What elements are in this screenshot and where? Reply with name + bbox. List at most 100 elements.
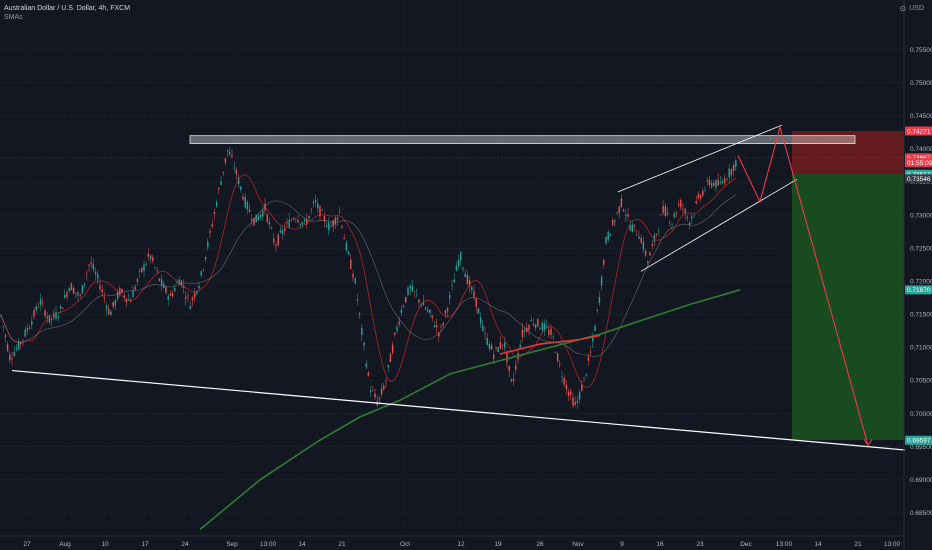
candle-body — [147, 253, 150, 257]
candle-body — [136, 279, 139, 282]
candle-body — [68, 288, 70, 292]
candle-body — [537, 319, 539, 327]
candle-body — [416, 294, 418, 296]
candle-body — [572, 397, 574, 406]
symbol-title[interactable]: Australian Dollar / U.S. Dollar, 4h, FXC… — [4, 5, 131, 12]
candle-body — [259, 214, 262, 217]
candle-body — [26, 328, 29, 331]
candle-body — [257, 216, 260, 221]
candle-body — [438, 332, 440, 337]
drawn-trendlines[interactable] — [11, 124, 906, 451]
candle-body — [600, 276, 603, 286]
candle-body — [149, 255, 152, 259]
indicator-label[interactable]: SMAs — [4, 14, 23, 21]
time-tick-label: 13:00 — [260, 541, 277, 548]
sma-200-line — [199, 289, 741, 531]
candle-body — [286, 222, 288, 224]
candle-body — [702, 190, 704, 196]
candle-body — [578, 391, 581, 400]
candle-body — [33, 310, 35, 317]
candle-body — [314, 200, 317, 203]
candle-body — [638, 236, 640, 239]
candle-body — [559, 363, 561, 365]
candle-body — [609, 233, 612, 236]
time-tick-label: 9 — [620, 541, 624, 548]
time-axis[interactable]: 27 Aug 10 17 24 Sep 13:00 14 21 Oct 12 19 26 Nov 9 16 23… — [0, 535, 904, 548]
candle-body — [44, 310, 46, 317]
candle-body — [156, 270, 158, 272]
candle-body — [411, 285, 414, 292]
candle-body — [330, 226, 332, 227]
candle-body — [380, 388, 383, 395]
candle-body — [574, 402, 576, 405]
time-tick-label: Nov — [572, 541, 584, 548]
candle-body — [178, 279, 180, 285]
candle-body — [576, 400, 579, 403]
candle-body — [528, 325, 530, 331]
candle-body — [429, 309, 431, 313]
candle-body — [134, 286, 136, 290]
candle-body — [288, 219, 290, 228]
candle-body — [695, 200, 697, 204]
candle-body — [61, 307, 64, 310]
candle-body — [497, 347, 499, 353]
candle-body — [563, 377, 565, 385]
candle-body — [499, 342, 502, 349]
candle-body — [248, 209, 251, 213]
candle-body — [209, 230, 211, 234]
lock-icon[interactable]: ⊙ — [899, 4, 907, 13]
candle-body — [647, 260, 649, 263]
projection-path — [737, 125, 869, 446]
candle-body — [464, 273, 466, 278]
candle-body — [218, 188, 220, 190]
candle-body — [202, 269, 205, 270]
chart-legend: Australian Dollar / U.S. Dollar, 4h, FXC… — [4, 4, 130, 22]
candle-body — [24, 329, 26, 337]
candle-body — [297, 219, 299, 223]
candle-body — [240, 186, 242, 190]
candle-body — [523, 330, 526, 332]
candle-body — [596, 309, 598, 311]
candle-body — [625, 215, 627, 217]
candle-body — [116, 292, 119, 299]
candle-body — [317, 203, 319, 209]
channel-lower-line — [640, 178, 798, 272]
candle-body — [561, 376, 563, 378]
candle-body — [534, 324, 537, 329]
candle-body — [367, 372, 370, 376]
candle-body — [266, 214, 268, 222]
candle-body — [114, 300, 117, 306]
candle-body — [677, 203, 680, 206]
candle-body — [413, 291, 416, 293]
time-tick-label: 24 — [181, 541, 189, 548]
candle-body — [697, 194, 700, 198]
candle-body — [704, 189, 706, 191]
candle-body — [46, 316, 48, 319]
candle-body — [237, 177, 240, 185]
candle-body — [473, 290, 475, 297]
candle-body — [233, 167, 235, 169]
candle-body — [383, 385, 385, 390]
candle-body — [442, 322, 444, 326]
candle-body — [138, 270, 141, 272]
candle-body — [585, 374, 587, 376]
candle-body — [479, 317, 482, 324]
candle-body — [20, 342, 22, 345]
price-tick-label: 0.75500 — [910, 47, 932, 54]
candle-body — [132, 290, 134, 298]
candle-body — [710, 183, 713, 187]
currency-selector[interactable]: ⊙ USD — [900, 4, 924, 13]
candle-body — [605, 237, 607, 244]
candle-body — [64, 294, 66, 298]
candle-body — [141, 267, 143, 272]
candle-body — [548, 329, 550, 335]
candle-body — [724, 178, 726, 184]
candle-body — [17, 340, 20, 350]
candle-body — [301, 222, 304, 225]
time-tick-label: 19 — [494, 541, 502, 548]
time-tick-label: 17 — [141, 541, 149, 548]
candle-body — [350, 259, 352, 269]
candle-body — [642, 241, 645, 250]
candle-body — [246, 201, 249, 210]
